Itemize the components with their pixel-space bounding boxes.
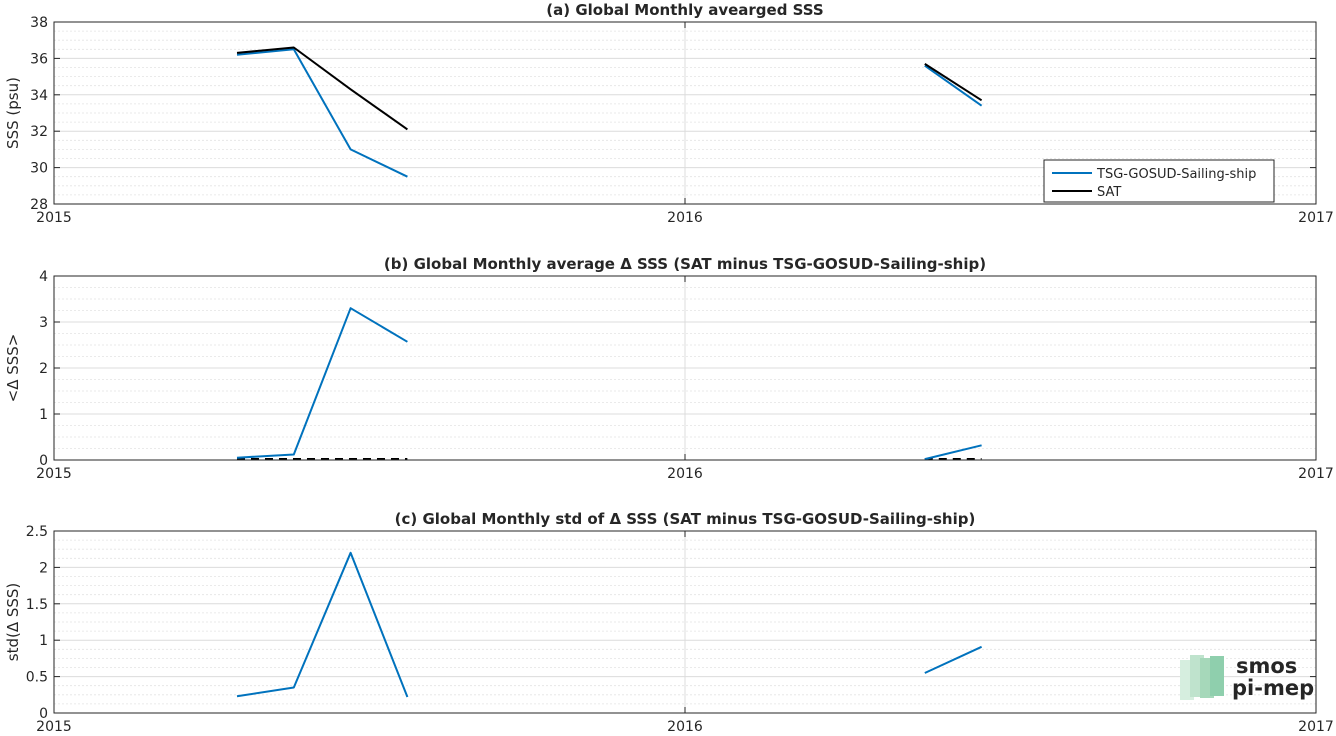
series-line-1 (924, 63, 983, 102)
series-line-0 (236, 307, 408, 459)
y-tick-label: 3 (39, 315, 48, 331)
series-line-0 (924, 444, 982, 461)
series-line-0 (236, 551, 409, 698)
x-tick-label: 2017 (1298, 466, 1334, 482)
chart-title: (c) Global Monthly std of Δ SSS (SAT min… (395, 510, 976, 528)
y-tick-label: 0 (39, 706, 48, 722)
logo-line-2: pi-mep (1232, 676, 1314, 700)
y-axis-label: SSS (psu) (4, 77, 22, 149)
y-tick-label: 4 (39, 269, 48, 285)
x-tick-label: 2016 (667, 210, 703, 226)
panel-a: 28 30 32 34 36 38 2015 2016 2017 (a) Global Month… (4, 1, 1334, 226)
smos-pi-mep-logo: smos pi-mep (1180, 654, 1314, 700)
y-tick-label: 32 (30, 124, 48, 140)
panel-b: 0 1 2 3 4 2015 2016 2017 (b) Global Monthly aver… (4, 255, 1334, 482)
y-tick-label: 30 (30, 161, 48, 177)
y-tick-label: 1 (39, 407, 48, 423)
legend-entry: SAT (1097, 185, 1121, 200)
y-tick-label: 36 (30, 51, 48, 67)
x-tick-label: 2016 (667, 466, 703, 482)
x-tick-label: 2017 (1298, 719, 1334, 735)
series-line-0 (924, 645, 983, 674)
y-tick-label: 2.5 (26, 524, 48, 540)
x-tick-label: 2015 (36, 210, 72, 226)
legend-box (1043, 159, 1275, 203)
y-axis-label: <Δ SSS> (4, 334, 22, 403)
x-tick-label: 2017 (1298, 210, 1334, 226)
chart-title: (a) Global Monthly avearged SSS (546, 1, 823, 19)
x-tick-label: 2015 (36, 719, 72, 735)
series-line-1 (236, 46, 408, 131)
legend: TSG-GOSUD-Sailing-ship SAT (1043, 159, 1275, 203)
panel-c: 0 0.5 1 1.5 2 2.5 2015 2016 2017 (c) Global Month… (4, 510, 1334, 735)
y-tick-label: 0.5 (26, 670, 48, 686)
x-tick-label: 2016 (667, 719, 703, 735)
y-tick-label: 1 (39, 633, 48, 649)
legend-entry: TSG-GOSUD-Sailing-ship (1096, 167, 1256, 182)
y-tick-label: 34 (30, 88, 48, 104)
series-line-0 (236, 48, 408, 178)
y-tick-label: 2 (39, 361, 48, 377)
chart-title: (b) Global Monthly average Δ SSS (SAT mi… (384, 255, 986, 273)
y-tick-label: 28 (30, 197, 48, 213)
y-tick-label: 2 (39, 560, 48, 576)
x-tick-label: 2015 (36, 466, 72, 482)
y-tick-label: 0 (39, 453, 48, 469)
logo-mark-icon (1180, 655, 1224, 700)
y-tick-label: 1.5 (26, 597, 48, 613)
logo-line-1: smos (1236, 654, 1297, 678)
series-line-0 (924, 64, 983, 107)
y-axis-label: std(Δ SSS) (4, 583, 22, 662)
y-tick-label: 38 (30, 15, 48, 31)
